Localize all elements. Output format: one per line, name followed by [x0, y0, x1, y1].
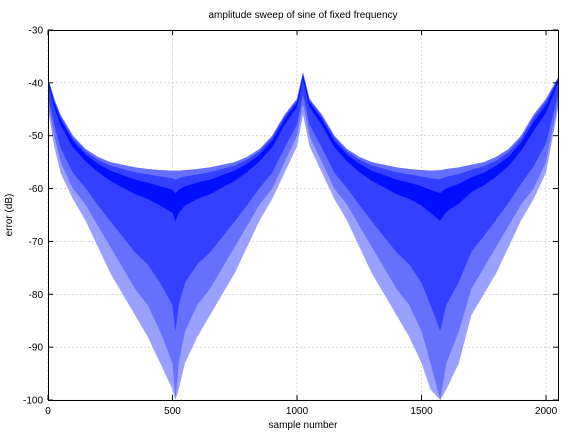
x-tick-label: 1500 — [410, 406, 433, 417]
y-tick-label: -70 — [29, 237, 44, 248]
y-tick-label: -90 — [29, 343, 44, 354]
x-axis-label: sample number — [269, 420, 339, 431]
y-tick-label: -50 — [29, 131, 44, 142]
y-axis-label: error (dB) — [4, 194, 15, 237]
plot-frame — [48, 30, 559, 401]
x-tick-label: 1000 — [286, 406, 309, 417]
axis-ticks: 0 500 1000 1500 2000 -30 -40 -50 -60 -70 -80 -90 -10… — [23, 26, 558, 417]
x-tick-label: 0 — [45, 406, 51, 417]
x-tick-label: 2000 — [535, 406, 558, 417]
main-error-band — [48, 73, 558, 332]
y-tick-label: -30 — [29, 26, 44, 37]
y-tick-label: -40 — [29, 78, 44, 89]
y-tick-label: -80 — [29, 290, 44, 301]
chart-title: amplitude sweep of sine of fixed frequen… — [209, 10, 398, 21]
error-bands — [48, 72, 558, 401]
y-tick-label: -100 — [23, 396, 43, 407]
x-tick-label: 500 — [164, 406, 181, 417]
y-tick-label: -60 — [29, 184, 44, 195]
